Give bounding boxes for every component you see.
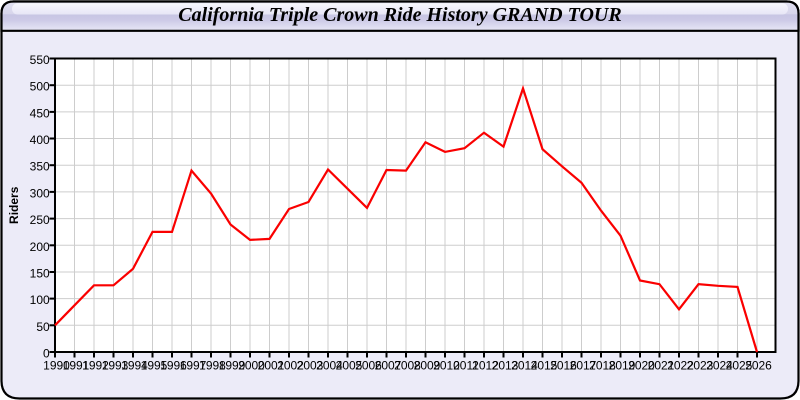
svg-text:1995: 1995 — [141, 359, 168, 373]
svg-text:200: 200 — [30, 240, 50, 254]
svg-text:50: 50 — [36, 320, 50, 334]
svg-text:2018: 2018 — [589, 359, 616, 373]
svg-text:350: 350 — [30, 160, 50, 174]
svg-text:1993: 1993 — [102, 359, 129, 373]
svg-text:300: 300 — [30, 186, 50, 200]
svg-text:2020: 2020 — [628, 359, 655, 373]
svg-text:2004: 2004 — [316, 359, 343, 373]
svg-text:2024: 2024 — [706, 359, 733, 373]
svg-text:1998: 1998 — [199, 359, 226, 373]
svg-text:2000: 2000 — [238, 359, 265, 373]
svg-text:1990: 1990 — [43, 359, 70, 373]
svg-text:2007: 2007 — [375, 359, 402, 373]
svg-text:2008: 2008 — [394, 359, 421, 373]
svg-text:Riders: Riders — [7, 186, 21, 224]
svg-text:2012: 2012 — [472, 359, 499, 373]
svg-text:500: 500 — [30, 80, 50, 94]
svg-text:450: 450 — [30, 106, 50, 120]
svg-text:1991: 1991 — [63, 359, 90, 373]
svg-text:2005: 2005 — [336, 359, 363, 373]
svg-text:1992: 1992 — [82, 359, 109, 373]
svg-text:0: 0 — [43, 347, 50, 361]
svg-text:550: 550 — [30, 53, 50, 67]
svg-text:2009: 2009 — [414, 359, 441, 373]
svg-text:2013: 2013 — [492, 359, 519, 373]
svg-text:2017: 2017 — [570, 359, 597, 373]
svg-text:2021: 2021 — [648, 359, 675, 373]
svg-text:2014: 2014 — [511, 359, 538, 373]
svg-text:1994: 1994 — [121, 359, 148, 373]
svg-text:2026: 2026 — [745, 359, 772, 373]
svg-text:2025: 2025 — [726, 359, 753, 373]
svg-text:400: 400 — [30, 133, 50, 147]
svg-text:2011: 2011 — [453, 359, 479, 373]
svg-text:2002: 2002 — [277, 359, 304, 373]
svg-text:2019: 2019 — [609, 359, 636, 373]
svg-text:2016: 2016 — [550, 359, 577, 373]
svg-text:1999: 1999 — [219, 359, 246, 373]
svg-text:100: 100 — [30, 293, 50, 307]
svg-text:2022: 2022 — [667, 359, 694, 373]
svg-text:1996: 1996 — [160, 359, 187, 373]
svg-text:2023: 2023 — [687, 359, 714, 373]
svg-text:2006: 2006 — [355, 359, 382, 373]
svg-text:2001: 2001 — [258, 359, 285, 373]
svg-text:California Triple Crown Ride H: California Triple Crown Ride History GRA… — [178, 4, 621, 26]
svg-text:2003: 2003 — [297, 359, 324, 373]
svg-text:1997: 1997 — [180, 359, 207, 373]
svg-text:250: 250 — [30, 213, 50, 227]
svg-text:2015: 2015 — [531, 359, 558, 373]
svg-text:2010: 2010 — [433, 359, 460, 373]
svg-text:150: 150 — [30, 267, 50, 281]
